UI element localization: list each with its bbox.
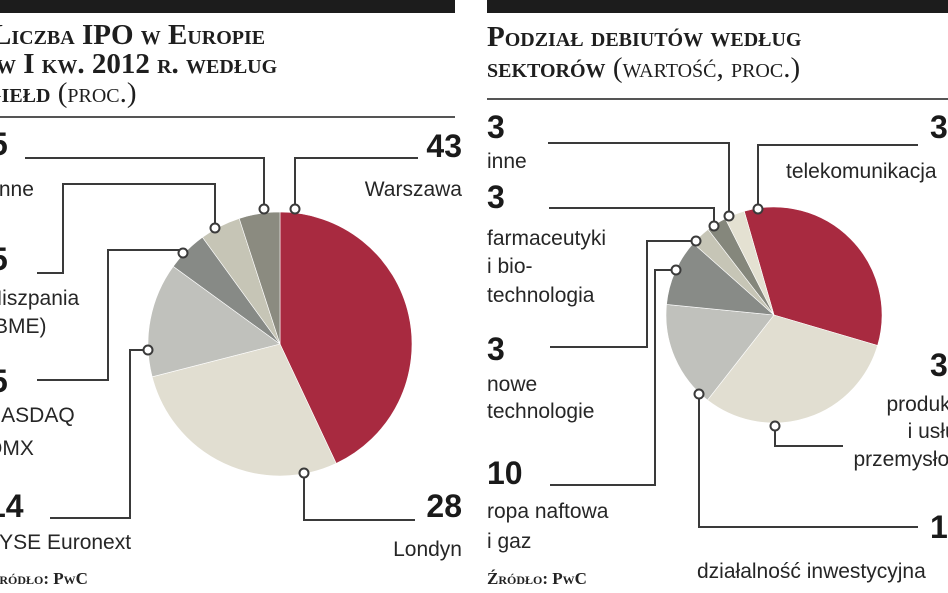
title-line-2: w I kw. 2012 r. według xyxy=(0,48,278,80)
header-bar xyxy=(0,0,455,13)
leader-line-bme xyxy=(37,183,216,274)
leader-line-nowe xyxy=(550,240,696,348)
right-panel: Podział debiutów według sektorów (wartoś… xyxy=(487,0,948,588)
title-line-2: sektorów (wartość, proc.) xyxy=(487,52,800,84)
title-line-1: Liczba IPO w Europie xyxy=(0,19,265,51)
leader-line-inne xyxy=(25,157,265,209)
source-note: Źródło: PwC xyxy=(0,569,88,588)
slice-label-ropa-1: ropa naftowa xyxy=(487,500,609,523)
marker-produkty xyxy=(769,420,781,432)
marker-telekom xyxy=(752,203,764,215)
slice-label-dzialalnosc: działalność inwestycyjna xyxy=(697,560,926,583)
value-label-inne: 3 xyxy=(487,109,505,145)
marker-inne xyxy=(258,203,270,215)
slice-label-farmaceutyki-1: farmaceutyki xyxy=(487,227,606,250)
leader-line-telekom xyxy=(757,144,918,209)
slice-label-inne: Inne xyxy=(0,178,34,201)
pie-slice-londyn xyxy=(151,343,337,477)
leader-line-ropa xyxy=(550,269,676,486)
value-label-londyn: 28 xyxy=(426,488,462,524)
value-label-dzialalnosc: 16 xyxy=(930,509,948,545)
value-label-nasdaq: 5 xyxy=(0,363,8,399)
pie-slice-inne xyxy=(238,211,281,345)
pie-slice-produkty-i-us-ugi-przemys-owe xyxy=(707,314,878,424)
slice-label-telekom: telekomunikacja xyxy=(786,160,937,183)
slice-label-nyse: NYSE Euronext xyxy=(0,531,131,554)
slice-label-nowe-1: nowe xyxy=(487,373,537,396)
slice-label-londyn: Londyn xyxy=(393,538,462,561)
slice-label-nasdaq-1: NASDAQ xyxy=(0,404,75,427)
leader-line-produkty xyxy=(774,426,843,447)
left-panel: Liczba IPO w Europie w I kw. 2012 r. wed… xyxy=(0,0,462,588)
slice-label-ropa-2: i gaz xyxy=(487,530,531,553)
leader-line-farmaceutyki xyxy=(549,207,715,226)
marker-inne xyxy=(723,210,735,222)
marker-dzialalnosc xyxy=(693,388,705,400)
pie-slice-telekomunikacja xyxy=(743,206,883,346)
title-unit: (proc.) xyxy=(58,77,137,109)
pie-slice-nyse-euronext xyxy=(147,265,281,378)
pie-slice-warszawa xyxy=(279,211,413,464)
slice-label-bme-2: (BME) xyxy=(0,315,47,338)
slice-label-nasdaq-2: OMX xyxy=(0,437,34,460)
pie-chart-sectors xyxy=(665,206,883,424)
slice-label-nowe-2: technologie xyxy=(487,400,594,423)
title-line-1: Podział debiutów według xyxy=(487,21,802,53)
slice-label-warszawa: Warszawa xyxy=(365,178,463,201)
source-note: Źródło: PwC xyxy=(487,569,587,588)
title-line-2-text: sektorów xyxy=(487,52,606,84)
slice-label-inne: inne xyxy=(487,150,527,173)
value-label-nowe: 3 xyxy=(487,331,505,367)
slice-label-produkty-1: produkty xyxy=(886,393,948,416)
slice-label-farmaceutyki-2: i bio- xyxy=(487,255,533,278)
marker-farmaceutyki xyxy=(708,220,720,232)
slice-label-bme-1: Hiszpania xyxy=(0,287,80,310)
marker-londyn xyxy=(298,467,310,479)
leader-line-inne xyxy=(548,142,730,216)
title-unit: (wartość, proc.) xyxy=(613,52,800,84)
marker-warszawa xyxy=(289,203,301,215)
marker-nyse xyxy=(142,344,154,356)
leader-line-dzialalnosc xyxy=(698,394,918,528)
value-label-ropa: 10 xyxy=(487,455,523,491)
leader-line-nyse xyxy=(50,349,148,519)
value-label-warszawa: 43 xyxy=(426,128,462,164)
pie-chart-exchanges xyxy=(147,211,413,477)
slice-label-farmaceutyki-3: technologia xyxy=(487,284,595,307)
slice-label-produkty-2: i usługi xyxy=(908,420,948,443)
value-label-bme: 5 xyxy=(0,241,8,277)
leader-line-londyn xyxy=(303,473,415,521)
value-label-inne: 5 xyxy=(0,126,8,162)
slice-label-produkty-3: przemysłowe xyxy=(853,448,948,471)
marker-ropa xyxy=(670,264,682,276)
leader-line-warszawa xyxy=(294,157,418,209)
marker-bme xyxy=(209,222,221,234)
value-label-farmaceutyki: 3 xyxy=(487,179,505,215)
value-label-telekom: 34 xyxy=(930,109,948,145)
value-label-produkty: 31 xyxy=(930,347,948,383)
marker-nasdaq xyxy=(177,247,189,259)
header-bar xyxy=(487,0,948,13)
value-label-nyse: 14 xyxy=(0,488,24,524)
marker-nowe xyxy=(690,235,702,247)
